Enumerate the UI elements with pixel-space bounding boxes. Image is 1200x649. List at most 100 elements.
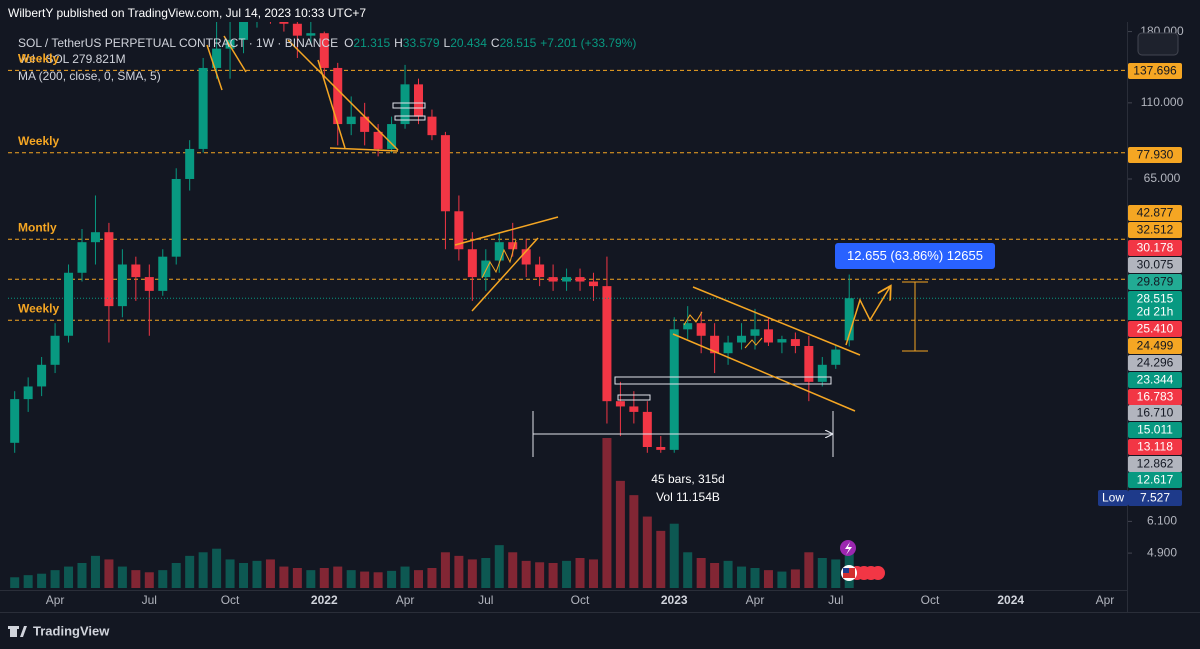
candle-body: [198, 67, 208, 149]
candle-body: [10, 399, 20, 443]
volume-bar: [535, 562, 545, 588]
price-tag: [1128, 222, 1182, 238]
candle-body: [804, 345, 814, 382]
vol-text: Vol 11.154B: [656, 490, 720, 504]
volume-bar: [10, 577, 20, 588]
price-tag: [1128, 321, 1182, 337]
volume-bar: [696, 558, 706, 588]
price-tag: [1128, 291, 1182, 307]
price-tag-label: 23.344: [1137, 373, 1174, 387]
volume-bar: [804, 552, 814, 588]
volume-bar: [292, 568, 302, 588]
price-tag: [1128, 405, 1182, 421]
volume-bar: [198, 552, 208, 588]
volume-bar: [104, 559, 114, 588]
candle-body: [37, 364, 47, 387]
price-tag-label: 16.710: [1137, 406, 1174, 420]
box-drawing: [614, 376, 832, 385]
volume-bar: [144, 572, 154, 588]
box-drawing: [617, 394, 651, 401]
volume-bar: [90, 555, 100, 588]
candle-body: [387, 124, 397, 149]
trendline: [329, 147, 399, 152]
legend-ma: MA (200, close, 0, SMA, 5): [18, 69, 161, 83]
volume-bar: [763, 570, 773, 588]
candle-body: [615, 401, 625, 407]
volume-bar: [817, 558, 827, 588]
low-tag: [1128, 490, 1182, 506]
candle-body: [225, 39, 235, 49]
volume-bar: [77, 563, 87, 588]
bars-text: 45 bars, 315d: [651, 472, 724, 486]
candle-body: [117, 264, 127, 307]
ohlc-label: C: [491, 36, 500, 50]
candle-body: [790, 339, 800, 346]
candle-body: [548, 277, 558, 282]
price-tag-label: 24.499: [1137, 339, 1174, 353]
candle-body: [440, 135, 450, 212]
volume-bar: [239, 563, 249, 588]
price-tag-label: 12.617: [1137, 473, 1174, 487]
change-value: +7.201 (+33.79%): [540, 36, 636, 50]
x-tick-label: 2023: [661, 593, 688, 607]
drawings: [206, 35, 928, 457]
ohlc-label: O: [344, 36, 353, 50]
volume-bar: [440, 552, 450, 588]
x-tick-label: Oct: [221, 593, 240, 607]
price-tag: [1128, 355, 1182, 371]
y-tick-label: 110.000: [1141, 95, 1184, 109]
toolbar-button[interactable]: [1137, 32, 1179, 56]
box-drawing: [394, 115, 426, 121]
box-drawing: [392, 102, 426, 109]
volume-bar: [171, 563, 181, 588]
volume-bar: [494, 545, 504, 588]
ohlc-value: 20.434: [450, 36, 487, 50]
candle-body: [171, 178, 181, 257]
volume-bar: [400, 566, 410, 588]
candle-body: [144, 277, 154, 291]
volume-bar: [562, 560, 572, 588]
legend-volume: Vol · SOL 279.821M: [18, 52, 126, 66]
level-label: Weekly: [18, 52, 59, 66]
ohlc-value: 21.315: [353, 36, 390, 50]
price-tag-label: 137.696: [1133, 64, 1177, 78]
x-tick-label: Oct: [921, 593, 940, 607]
candle-body: [656, 447, 666, 450]
candle-body: [131, 264, 141, 278]
y-tick-label: 6.100: [1147, 514, 1177, 528]
price-tag: [1128, 338, 1182, 354]
volume-bar: [588, 559, 598, 588]
price-tag: [1128, 63, 1182, 79]
price-tag-label: 28.515: [1137, 292, 1174, 306]
candle-body: [454, 211, 464, 250]
candle-body: [373, 131, 383, 149]
volume-bar: [656, 530, 666, 588]
x-tick-label: Jul: [142, 593, 157, 607]
low-tag-name: Low: [1102, 491, 1124, 505]
volume-bar: [521, 560, 531, 588]
volume-bar: [642, 516, 652, 588]
candle-body: [629, 406, 639, 412]
candle-body: [535, 264, 545, 278]
price-tag-label: 77.930: [1137, 148, 1174, 162]
economic-events[interactable]: [841, 565, 885, 581]
level-label: Weekly: [18, 134, 59, 148]
candle-body: [777, 339, 787, 343]
candle-body: [306, 33, 316, 36]
candle-body: [508, 242, 518, 250]
x-tick-label: 2024: [997, 593, 1024, 607]
volume-bar: [319, 568, 329, 588]
candle-body: [521, 249, 531, 265]
x-tick-label: Oct: [571, 593, 590, 607]
volume-bar: [265, 559, 275, 588]
x-tick-label: Apr: [396, 593, 415, 607]
volume-bar: [669, 523, 679, 588]
price-tag-label: 30.178: [1137, 241, 1174, 255]
x-tick-label: Apr: [46, 593, 65, 607]
volume-bar: [306, 570, 316, 588]
ohlc-label: H: [394, 36, 403, 50]
level-label: Montly: [18, 220, 57, 234]
symbol-header: SOL / TetherUS PERPETUAL CONTRACT · 1W ·…: [18, 36, 636, 50]
candle-body: [831, 349, 841, 365]
volume-bar: [427, 568, 437, 588]
